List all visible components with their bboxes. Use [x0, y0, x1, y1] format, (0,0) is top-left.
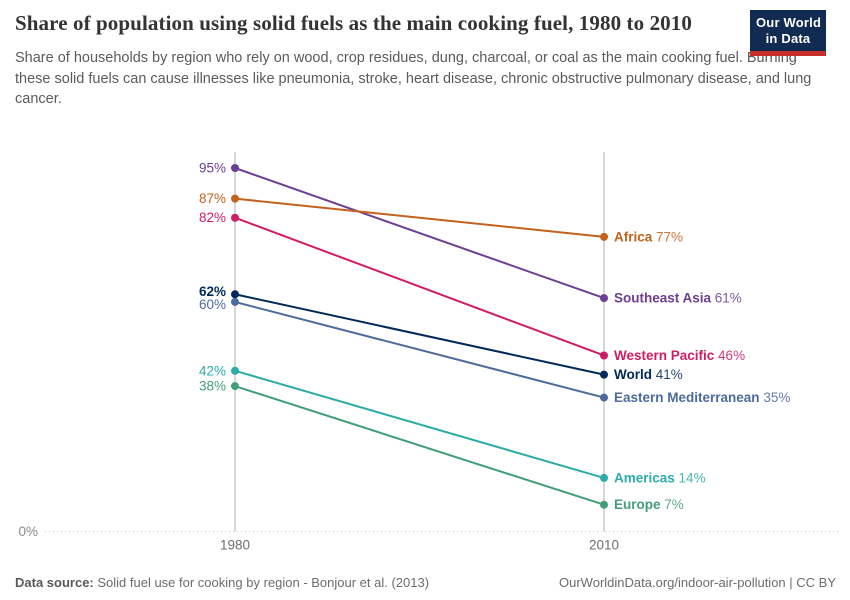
owid-logo-line1: Our World [756, 15, 822, 30]
data-source: Data source: Solid fuel use for cooking … [15, 575, 429, 590]
series-line[interactable] [234, 385, 605, 506]
data-point[interactable] [600, 393, 608, 402]
data-point[interactable] [231, 194, 239, 203]
series-line[interactable] [234, 216, 605, 357]
data-point[interactable] [231, 382, 239, 391]
data-source-text: Solid fuel use for cooking by region - B… [93, 575, 430, 590]
data-point[interactable] [600, 351, 608, 360]
chart-area: 1980 2010 0% 95% Southeast Asia 61% 87% Africa… [0, 150, 850, 565]
data-point[interactable] [231, 297, 239, 306]
x-tick-label: 1980 [220, 538, 250, 553]
series-label[interactable]: Africa 77% [614, 229, 683, 244]
data-point[interactable] [600, 500, 608, 509]
slope-chart: 1980 2010 0% 95% Southeast Asia 61% 87% Africa… [18, 152, 838, 553]
data-point[interactable] [231, 213, 239, 222]
start-value-label[interactable]: 82% [199, 210, 226, 225]
data-point[interactable] [231, 366, 239, 375]
series-label[interactable]: Eastern Mediterranean 35% [614, 390, 790, 405]
chart-footer: Data source: Solid fuel use for cooking … [15, 575, 836, 590]
series-line[interactable] [234, 167, 605, 300]
series-line[interactable] [234, 300, 605, 399]
x-tick-label: 2010 [589, 538, 619, 553]
chart-header: Share of population using solid fuels as… [15, 10, 835, 110]
series-line[interactable] [234, 293, 605, 376]
series-line[interactable] [234, 369, 605, 479]
y-axis-zero-label: 0% [18, 524, 38, 539]
series-label[interactable]: Western Pacific 46% [614, 348, 745, 363]
series-line[interactable] [234, 197, 605, 238]
owid-logo-line2: in Data [765, 31, 811, 46]
start-value-label[interactable]: 42% [199, 363, 226, 378]
start-value-label[interactable]: 62% [199, 284, 226, 299]
series-label[interactable]: Southeast Asia 61% [614, 291, 742, 306]
data-source-label: Data source: [15, 575, 94, 590]
data-point[interactable] [600, 294, 608, 303]
series-label[interactable]: World 41% [614, 367, 683, 382]
data-point[interactable] [231, 164, 239, 173]
data-point[interactable] [231, 290, 239, 299]
page-title: Share of population using solid fuels as… [15, 11, 692, 35]
owid-logo[interactable]: Our World in Data [750, 10, 826, 56]
data-point[interactable] [600, 473, 608, 482]
series-label[interactable]: Americas 14% [614, 470, 706, 485]
credit-link[interactable]: OurWorldinData.org/indoor-air-pollution … [559, 575, 836, 590]
start-value-label[interactable]: 60% [199, 297, 226, 312]
series-label[interactable]: Europe 7% [614, 497, 684, 512]
start-value-label[interactable]: 95% [199, 161, 226, 176]
data-point[interactable] [600, 370, 608, 379]
data-point[interactable] [600, 232, 608, 241]
chart-subtitle: Share of households by region who rely o… [15, 49, 812, 108]
start-value-label[interactable]: 38% [199, 379, 226, 394]
start-value-label[interactable]: 87% [199, 191, 226, 206]
